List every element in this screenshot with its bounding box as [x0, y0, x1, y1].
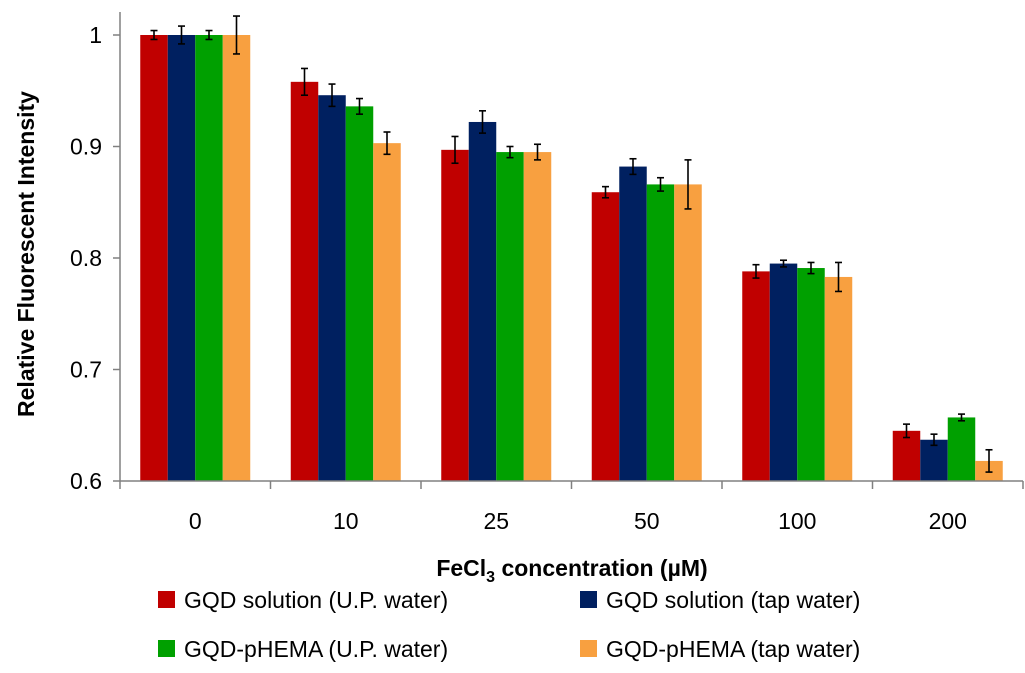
- legend: GQD solution (U.P. water) GQD solution (t…: [158, 587, 860, 662]
- x-tick-label: 0: [189, 508, 202, 534]
- bar: [195, 35, 223, 481]
- y-tick-label: 0.8: [70, 245, 102, 271]
- bar: [797, 268, 825, 481]
- x-axis-title: FeCl3 concentration (µM): [436, 555, 707, 586]
- x-tick-label: 50: [634, 508, 660, 534]
- x-tick-label: 10: [333, 508, 359, 534]
- legend-label: GQD-pHEMA (U.P. water): [184, 636, 448, 662]
- bar: [468, 121, 497, 481]
- x-tick-label: 25: [483, 508, 509, 534]
- legend-swatch: [158, 640, 175, 657]
- x-axis-title-subscript: 3: [486, 569, 495, 586]
- bar: [290, 81, 319, 481]
- bar: [742, 271, 770, 481]
- bar: [373, 143, 401, 481]
- legend-swatch: [158, 591, 175, 608]
- bar: [140, 35, 168, 481]
- bar: [674, 184, 702, 481]
- legend-label: GQD solution (tap water): [606, 587, 860, 613]
- bar: [591, 192, 620, 481]
- bar: [318, 95, 346, 482]
- legend-swatch: [580, 640, 597, 657]
- y-tick-label: 0.7: [70, 357, 102, 383]
- bar: [222, 35, 251, 481]
- legend-swatch: [580, 591, 597, 608]
- y-tick-label: 0.9: [70, 134, 102, 160]
- bar: [646, 184, 675, 481]
- legend-label: GQD solution (U.P. water): [184, 587, 448, 613]
- x-axis-title-main: FeCl: [436, 555, 486, 581]
- x-tick-label: 200: [929, 508, 967, 534]
- bar: [769, 263, 798, 481]
- bar: [167, 35, 196, 481]
- bar: [892, 430, 921, 481]
- legend-label: GQD-pHEMA (tap water): [606, 636, 860, 662]
- y-tick-label: 1: [89, 22, 102, 48]
- y-tick-label: 0.6: [70, 468, 102, 494]
- x-tick-layer: 0 10 25 50 100 200: [119, 481, 1024, 534]
- bar: [824, 276, 853, 481]
- bar: [523, 152, 552, 481]
- y-axis-title: Relative Fluorescent Intensity: [13, 91, 39, 417]
- bar: [920, 439, 948, 481]
- x-tick-label: 100: [778, 508, 816, 534]
- bar: [619, 166, 647, 481]
- y-tick-layer: 0.6 0.7 0.8 0.9 1: [70, 22, 120, 494]
- bar: [345, 106, 374, 482]
- bar-layer: [140, 35, 1003, 482]
- error-bar-layer: [150, 15, 993, 473]
- bar: [441, 149, 469, 481]
- x-axis-title-rest: concentration (µM): [495, 555, 708, 581]
- bar: [947, 417, 976, 481]
- bar: [496, 152, 524, 481]
